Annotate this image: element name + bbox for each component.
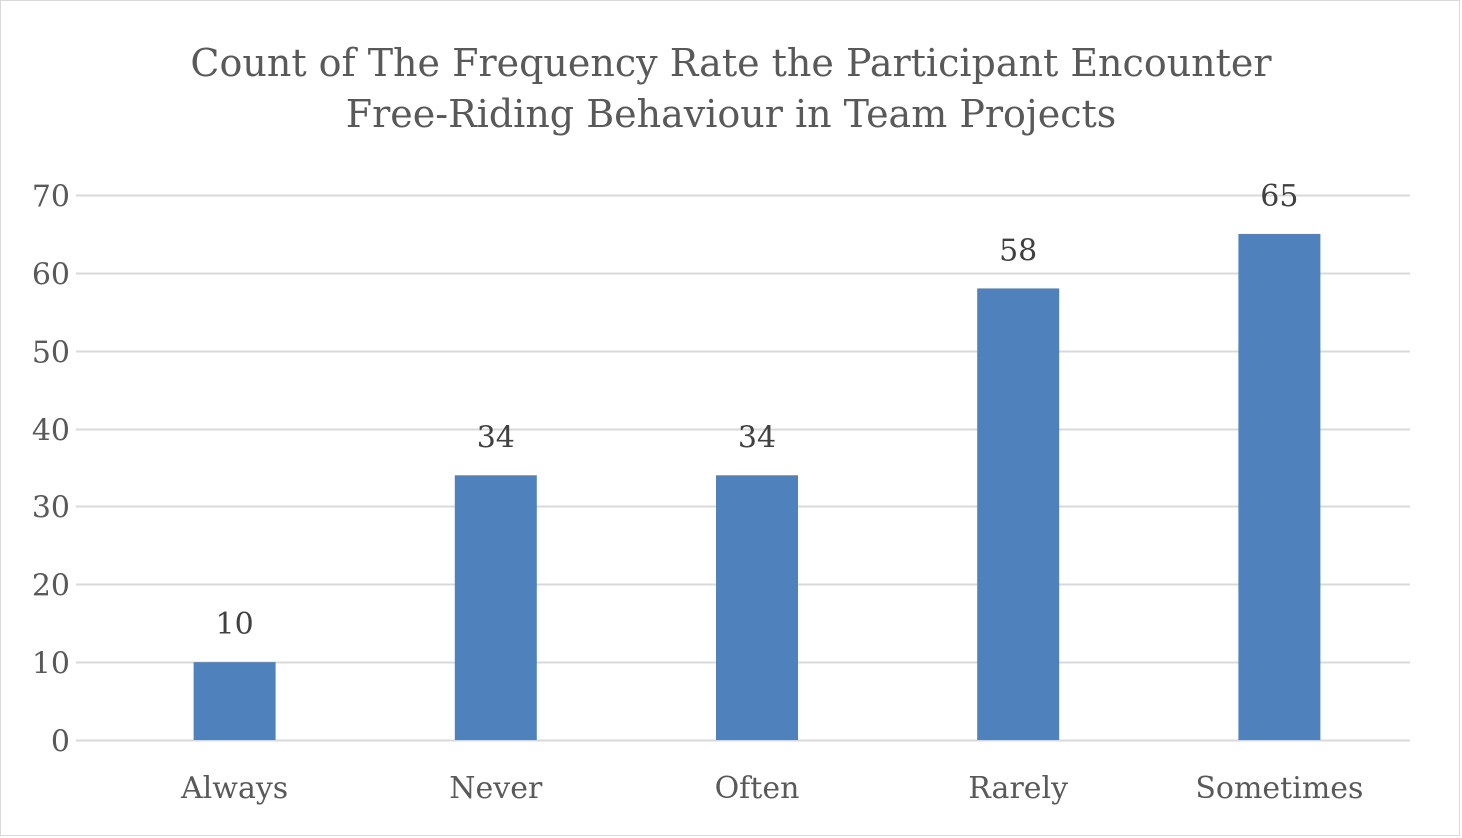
x-tick-label-sometimes: Sometimes <box>1195 771 1363 806</box>
data-labels: 10 34 34 58 65 <box>216 179 1299 642</box>
y-tick-label: 40 <box>32 414 70 449</box>
x-axis-tick-labels: Always Never Often Rarely Sometimes <box>180 771 1363 806</box>
data-label-often: 34 <box>738 420 776 455</box>
y-tick-label: 0 <box>51 725 70 760</box>
y-tick-label: 20 <box>32 569 70 604</box>
bar-often <box>716 475 798 740</box>
x-tick-label-always: Always <box>180 771 288 806</box>
y-tick-label: 30 <box>32 491 70 526</box>
data-label-never: 34 <box>477 420 515 455</box>
chart-title-line-2: Free-Riding Behaviour in Team Projects <box>345 92 1117 136</box>
y-tick-label: 70 <box>32 180 70 215</box>
chart-title: Count of The Frequency Rate the Particip… <box>0 38 1462 140</box>
y-axis-tick-labels: 0 10 20 30 40 50 60 70 <box>32 180 70 760</box>
chart-title-line-1: Count of The Frequency Rate the Particip… <box>190 41 1272 85</box>
x-tick-label-never: Never <box>449 771 543 806</box>
y-tick-label: 10 <box>32 647 70 682</box>
bar-sometimes <box>1238 233 1321 740</box>
data-label-sometimes: 65 <box>1260 179 1298 214</box>
bar-rarely <box>977 288 1060 740</box>
bars <box>193 233 1321 740</box>
y-tick-label: 50 <box>32 336 70 371</box>
bar-always <box>193 662 276 740</box>
y-tick-label: 60 <box>32 258 70 293</box>
bar-never <box>454 475 537 740</box>
x-tick-label-rarely: Rarely <box>968 771 1068 806</box>
data-label-rarely: 58 <box>999 233 1037 268</box>
x-tick-label-often: Often <box>715 771 800 806</box>
data-label-always: 10 <box>216 607 254 642</box>
